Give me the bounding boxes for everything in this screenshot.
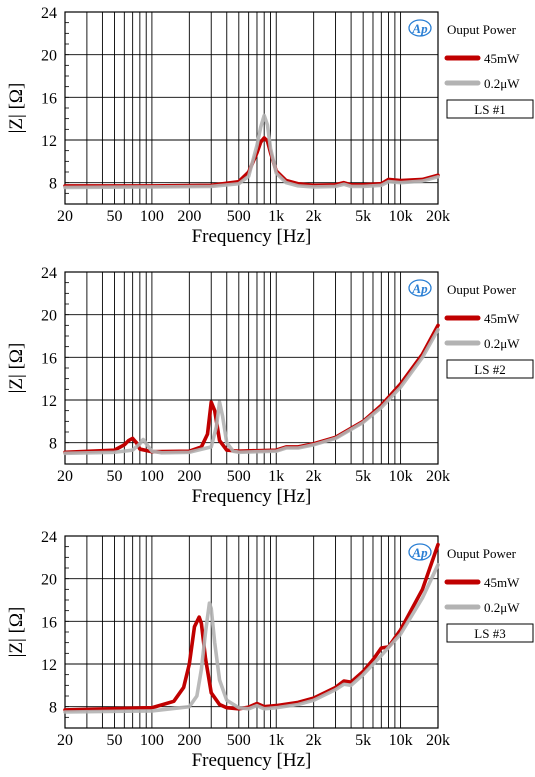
x-tick-label: 1k [268, 468, 284, 485]
x-tick-label: 200 [177, 468, 201, 485]
y-tick-label: 8 [49, 436, 57, 453]
chart-panel: 8 12 16 20 24 20 50 100 200 500 1k 2k 5k 10k 20k Freque… [6, 529, 534, 771]
chart-panel: 8 12 16 20 24 20 50 100 200 500 1k 2k 5k 10k 20k Freque… [6, 5, 534, 247]
legend: Ouput Power 45mW 0.2μW LS #1 [444, 22, 534, 119]
legend-title: Ouput Power [447, 546, 517, 561]
x-tick-label: 5k [355, 208, 371, 225]
plot-frame [64, 271, 439, 465]
x-tick-label: 50 [106, 732, 122, 749]
x-tick-label: 500 [227, 468, 251, 485]
x-tick-label: 500 [227, 732, 251, 749]
y-tick-label: 16 [41, 614, 57, 631]
y-tick-label: 20 [41, 308, 57, 325]
legend-entry-label: 45mW [484, 51, 520, 66]
y-tick-label: 24 [41, 5, 57, 22]
ap-logo-ring [408, 19, 432, 37]
ap-logo-ring [408, 543, 432, 561]
x-axis-label: Frequency [Hz] [192, 226, 312, 247]
y-tick-label: 8 [49, 176, 57, 193]
series-line-02uw [63, 562, 440, 714]
series-line-45mw [63, 542, 440, 712]
chart-panel: 8 12 16 20 24 20 50 100 200 500 1k 2k 5k 10k 20k Freque… [6, 265, 534, 507]
x-tick-label: 500 [227, 208, 251, 225]
sample-label-box [446, 623, 534, 643]
x-tick-label: 20 [57, 208, 73, 225]
y-axis-label: |Z| [Ω] [6, 83, 27, 134]
legend-title: Ouput Power [447, 282, 517, 297]
ap-logo: Ap [408, 19, 432, 37]
x-axis-label: Frequency [Hz] [192, 750, 312, 771]
x-tick-label: 5k [355, 732, 371, 749]
x-tick-label: 20k [426, 468, 450, 485]
legend: Ouput Power 45mW 0.2μW LS #3 [444, 546, 534, 643]
y-tick-label: 16 [41, 90, 57, 107]
y-tick-label: 24 [41, 529, 57, 546]
x-axis-label: Frequency [Hz] [192, 486, 312, 507]
sample-label: LS #1 [474, 102, 505, 117]
y-tick-label: 12 [41, 657, 57, 674]
legend-entry-label: 0.2μW [484, 336, 520, 351]
x-tick-label: 1k [268, 208, 284, 225]
legend-title: Ouput Power [447, 22, 517, 37]
sample-label-box [446, 359, 534, 379]
series-line-02uw [63, 327, 440, 456]
y-tick-label: 12 [41, 133, 57, 150]
y-tick-label: 20 [41, 48, 57, 65]
ap-logo-ring [408, 279, 432, 297]
ap-logo-text: Ap [411, 281, 428, 296]
plot-frame [64, 535, 439, 729]
legend: Ouput Power 45mW 0.2μW LS #2 [444, 282, 534, 379]
series-line-45mw [63, 323, 440, 455]
y-tick-label: 12 [41, 393, 57, 410]
x-tick-label: 50 [106, 468, 122, 485]
legend-entry-label: 0.2μW [484, 600, 520, 615]
x-tick-label: 10k [389, 732, 413, 749]
x-tick-label: 20k [426, 208, 450, 225]
x-tick-label: 5k [355, 468, 371, 485]
x-tick-label: 200 [177, 732, 201, 749]
x-tick-label: 10k [389, 468, 413, 485]
x-tick-label: 100 [140, 208, 164, 225]
x-tick-label: 1k [268, 732, 284, 749]
x-tick-label: 2k [306, 208, 322, 225]
ap-logo-text: Ap [411, 21, 428, 36]
plot-frame [64, 11, 439, 205]
ap-logo: Ap [408, 279, 432, 297]
x-tick-label: 10k [389, 208, 413, 225]
x-tick-label: 20 [57, 468, 73, 485]
y-tick-label: 16 [41, 350, 57, 367]
x-tick-label: 20 [57, 732, 73, 749]
sample-label-box [446, 99, 534, 119]
sample-label: LS #3 [474, 626, 505, 641]
x-tick-label: 2k [306, 468, 322, 485]
ap-logo-text: Ap [411, 545, 428, 560]
y-tick-label: 8 [49, 700, 57, 717]
x-tick-label: 50 [106, 208, 122, 225]
sample-label: LS #2 [474, 362, 505, 377]
legend-entry-label: 45mW [484, 575, 520, 590]
x-tick-label: 100 [140, 732, 164, 749]
y-axis-label: |Z| [Ω] [6, 607, 27, 658]
x-tick-label: 200 [177, 208, 201, 225]
ap-logo: Ap [408, 543, 432, 561]
y-tick-label: 24 [41, 265, 57, 282]
legend-entry-label: 0.2μW [484, 76, 520, 91]
x-tick-label: 20k [426, 732, 450, 749]
y-axis-label: |Z| [Ω] [6, 343, 27, 394]
y-tick-label: 20 [41, 572, 57, 589]
legend-entry-label: 45mW [484, 311, 520, 326]
x-tick-label: 100 [140, 468, 164, 485]
x-tick-label: 2k [306, 732, 322, 749]
series-line-02uw [63, 113, 440, 190]
